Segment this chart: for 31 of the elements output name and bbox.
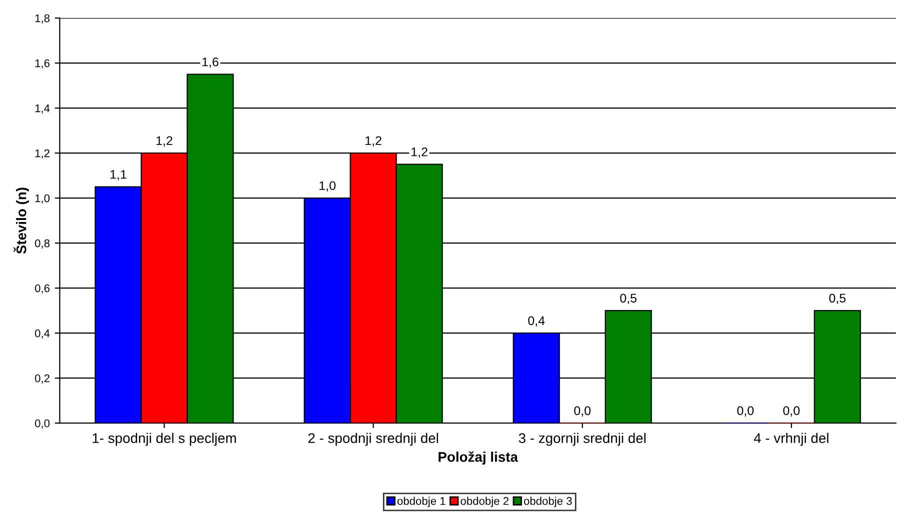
y-tick-label: 0,0	[34, 419, 50, 429]
data-label: 0,5	[829, 294, 846, 304]
y-axis-title: Število (n)	[14, 188, 30, 254]
x-tick-label: 4 - vrhnji del	[754, 432, 828, 446]
data-label: 0,0	[737, 406, 754, 417]
y-tick-label: 0,6	[34, 284, 50, 294]
y-tick-label: 1,8	[35, 14, 50, 24]
x-axis-title: Položaj lista	[438, 451, 518, 465]
data-label: 0,0	[574, 406, 591, 417]
y-tick-label: 1,0	[35, 194, 50, 204]
data-label: 0,0	[783, 406, 800, 417]
data-label: 0,5	[620, 294, 637, 304]
data-label: 1,0	[320, 181, 336, 192]
y-tick-label: 1,6	[35, 59, 50, 69]
data-label: 1,2	[156, 136, 172, 147]
legend-label: obdobje 3	[524, 496, 572, 508]
x-tick-label: 2 - spodnji srednji del	[308, 432, 438, 446]
data-label: 1,2	[366, 136, 382, 147]
data-label: 1,1	[110, 170, 126, 180]
x-tick-label: 3 - zgornji srednji del	[518, 432, 646, 446]
legend-label: obdobje 2	[460, 496, 508, 508]
y-tick-label: 0,2	[34, 374, 50, 384]
x-tick-label: 1- spodnji del s pecljem	[92, 432, 236, 446]
legend-label: obdobje 1	[397, 496, 446, 508]
data-label: 0,4	[528, 316, 545, 327]
y-tick-label: 1,2	[35, 149, 50, 159]
y-tick-label: 0,4	[34, 329, 50, 339]
y-tick-label: 0,8	[34, 239, 50, 249]
data-label: 1,6	[202, 57, 218, 68]
data-label: 1,2	[412, 147, 428, 158]
y-tick-label: 1,4	[35, 104, 50, 114]
